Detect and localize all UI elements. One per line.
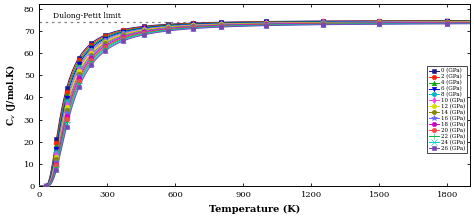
Legend: 0 (GPa), 2 (GPa), 4 (GPa), 6 (GPa), 8 (GPa), 10 (GPa), 12 (GPa), 14 (GPa), 16 (G: 0 (GPa), 2 (GPa), 4 (GPa), 6 (GPa), 8 (G… — [427, 66, 467, 153]
Text: Dulong-Petit limit: Dulong-Petit limit — [53, 12, 121, 20]
X-axis label: Temperature (K): Temperature (K) — [209, 205, 300, 214]
Y-axis label: C$_v$ (J/mol.K): C$_v$ (J/mol.K) — [4, 65, 18, 126]
